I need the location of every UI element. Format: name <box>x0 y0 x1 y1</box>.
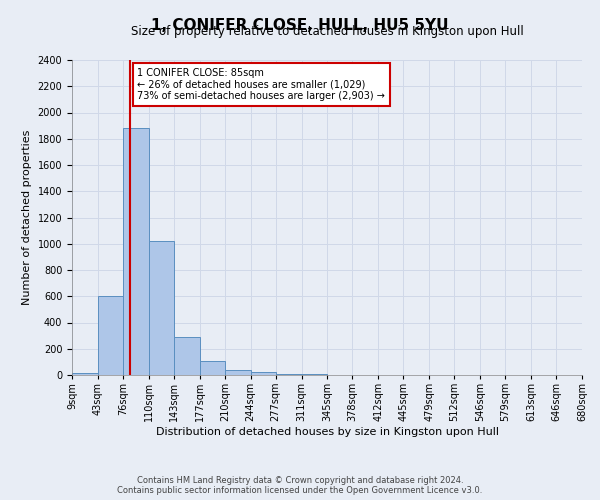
Bar <box>275 374 302 375</box>
Bar <box>200 360 225 375</box>
Bar <box>302 374 328 375</box>
Text: 1 CONIFER CLOSE: 85sqm
← 26% of detached houses are smaller (1,029)
73% of semi-: 1 CONIFER CLOSE: 85sqm ← 26% of detached… <box>137 68 385 101</box>
Bar <box>98 296 123 375</box>
Bar <box>123 128 149 375</box>
Y-axis label: Number of detached properties: Number of detached properties <box>22 130 32 305</box>
Bar <box>225 370 251 375</box>
X-axis label: Distribution of detached houses by size in Kingston upon Hull: Distribution of detached houses by size … <box>155 427 499 437</box>
Bar <box>149 241 174 375</box>
Bar <box>174 337 200 375</box>
Bar <box>251 372 275 375</box>
Title: Size of property relative to detached houses in Kingston upon Hull: Size of property relative to detached ho… <box>131 25 523 38</box>
Bar <box>72 373 98 375</box>
Text: 1, CONIFER CLOSE, HULL, HU5 5YU: 1, CONIFER CLOSE, HULL, HU5 5YU <box>151 18 449 32</box>
Text: Contains HM Land Registry data © Crown copyright and database right 2024.
Contai: Contains HM Land Registry data © Crown c… <box>118 476 482 495</box>
